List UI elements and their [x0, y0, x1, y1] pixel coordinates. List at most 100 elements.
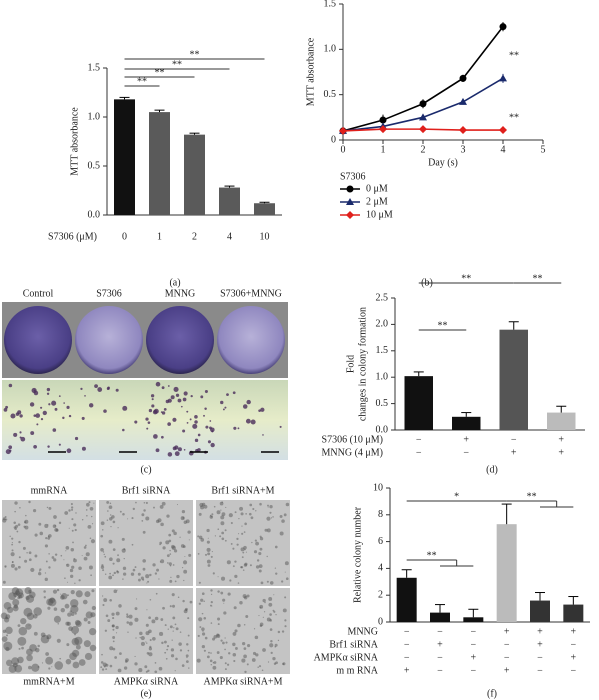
speckle: [189, 600, 193, 604]
image-label: mmRNA: [31, 485, 68, 496]
cell: [88, 403, 94, 408]
speckle: [53, 515, 57, 519]
speckle: [274, 643, 278, 647]
speckle: [223, 611, 227, 615]
cell: [224, 406, 227, 409]
speckle: [78, 659, 86, 666]
speckle: [102, 569, 105, 572]
speckle: [72, 541, 74, 544]
cell: [172, 417, 177, 422]
speckle: [262, 616, 264, 618]
speckle: [171, 529, 175, 533]
speckle: [28, 551, 32, 555]
cell: [197, 433, 201, 437]
speckle: [241, 658, 246, 663]
speckle: [34, 554, 38, 558]
speckle: [269, 643, 274, 648]
point: [379, 116, 387, 124]
speckle: [70, 612, 75, 616]
cell: [46, 387, 51, 392]
speckle: [270, 517, 273, 519]
speckle: [122, 572, 127, 576]
speckle: [222, 641, 225, 645]
speckle: [46, 506, 49, 509]
cell: [205, 425, 209, 429]
speckle: [109, 598, 112, 602]
speckle: [5, 659, 13, 667]
speckle: [132, 568, 136, 572]
speckle: [5, 614, 11, 620]
speckle: [89, 628, 97, 636]
cell: [160, 411, 163, 413]
speckle: [227, 592, 231, 596]
speckle: [91, 589, 95, 593]
speckle: [224, 662, 227, 665]
speckle: [186, 656, 188, 659]
speckle: [48, 534, 52, 538]
speckle: [112, 520, 116, 524]
speckle: [2, 580, 6, 584]
cell: [36, 423, 39, 426]
speckle: [89, 506, 94, 511]
y-tick-label: 0.5: [88, 160, 101, 171]
speckle: [152, 636, 156, 641]
speckle: [148, 647, 153, 651]
point: [499, 74, 507, 82]
speckle: [64, 577, 66, 580]
speckle: [166, 645, 170, 648]
speckle: [100, 534, 104, 538]
speckle: [28, 500, 31, 504]
speckle: [164, 640, 167, 644]
speckle: [125, 658, 129, 662]
speckle: [28, 558, 32, 562]
speckle: [187, 617, 190, 620]
speckle: [103, 665, 106, 668]
speckle: [101, 653, 103, 656]
significance-label: **: [427, 550, 437, 561]
speckle: [179, 649, 183, 652]
speckle: [148, 616, 151, 620]
speckle: [134, 617, 139, 622]
speckle: [182, 599, 185, 603]
speckle: [214, 535, 217, 537]
speckle: [104, 573, 107, 575]
speckle: [102, 603, 105, 607]
speckle: [232, 565, 235, 568]
speckle: [126, 615, 129, 618]
speckle: [204, 553, 208, 556]
y-tick-label: 6: [378, 536, 383, 547]
speckle: [103, 598, 108, 603]
speckle: [153, 506, 155, 509]
y-tick-label: 10: [373, 482, 383, 493]
bar: [396, 577, 417, 622]
speckle: [54, 528, 59, 532]
speckle: [272, 657, 276, 661]
cell: [233, 426, 237, 430]
microscopy-strip: [2, 380, 288, 460]
speckle: [233, 659, 236, 663]
speckle: [285, 577, 289, 581]
speckle: [116, 558, 121, 563]
speckle: [89, 537, 92, 540]
cell: [175, 393, 180, 397]
speckle: [74, 619, 81, 626]
significance-label: *: [454, 491, 459, 502]
speckle: [173, 549, 178, 553]
speckle: [48, 566, 51, 569]
speckle: [112, 574, 114, 577]
cell: [182, 429, 186, 433]
speckle: [141, 513, 145, 517]
speckle: [11, 537, 14, 540]
speckle: [284, 561, 289, 566]
speckle: [111, 612, 115, 616]
speckle: [274, 646, 277, 648]
speckle: [264, 601, 266, 604]
speckle: [237, 582, 240, 584]
bar: [184, 134, 205, 215]
speckle: [255, 510, 257, 512]
y-tick-label: 0.5: [324, 89, 337, 100]
row-mark: −: [404, 626, 410, 637]
speckle: [24, 525, 29, 530]
row-mark: −: [416, 447, 422, 458]
speckle: [258, 569, 262, 573]
